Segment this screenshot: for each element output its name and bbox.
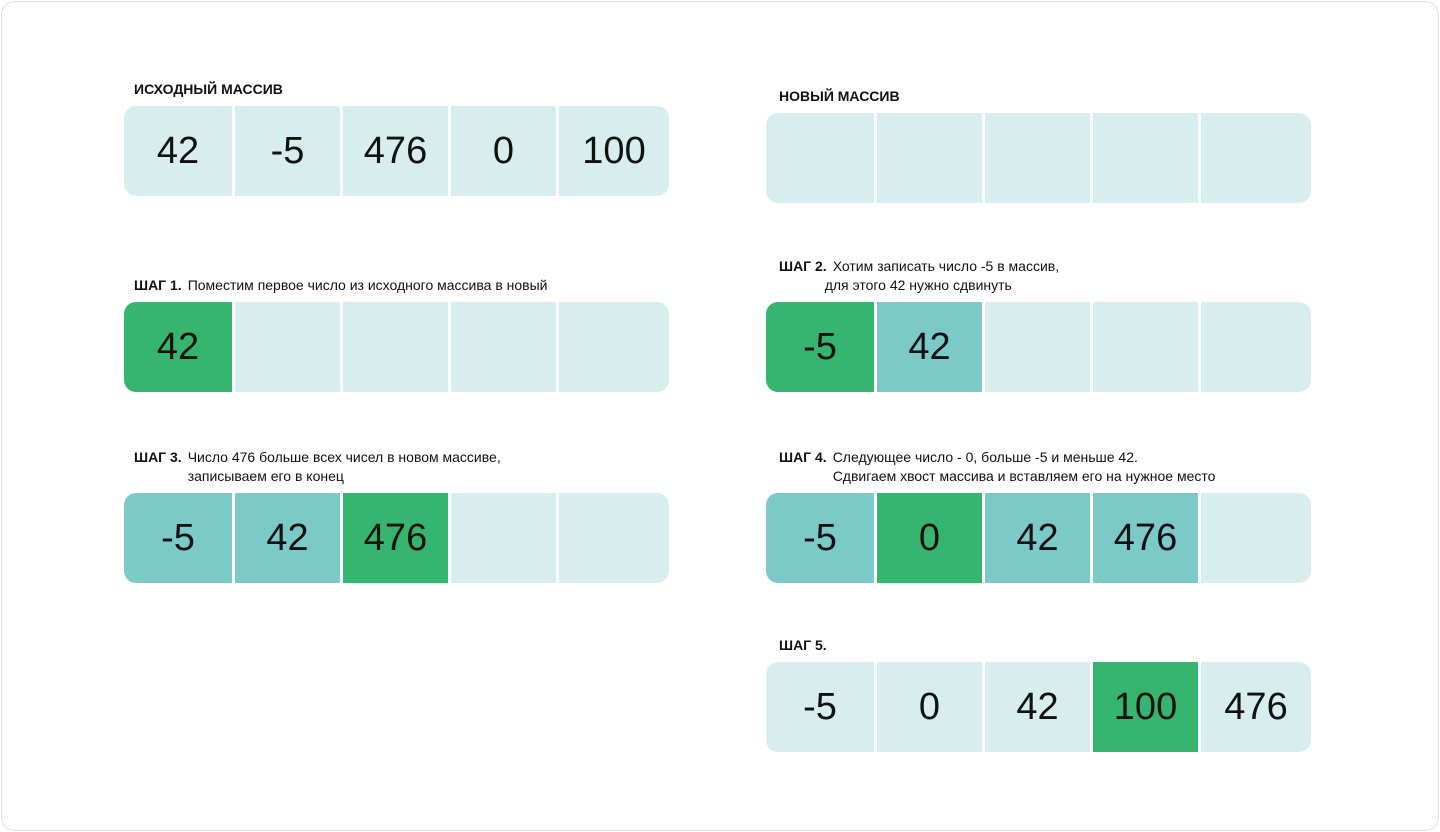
step1-caption: ШАГ 1. Поместим первое число из исходног… xyxy=(134,276,548,295)
step2-line: Хотим записать число -5 в массив, xyxy=(832,258,1060,274)
array-cell: 476 xyxy=(1201,662,1311,752)
array-cell xyxy=(559,302,669,392)
array-cell: -5 xyxy=(766,493,874,583)
array-cell xyxy=(1201,302,1311,392)
array-cell xyxy=(451,493,556,583)
array-cell: 42 xyxy=(124,302,232,392)
step3-line: Число 476 больше всех чисел в новом масс… xyxy=(187,449,501,465)
array-cell xyxy=(343,302,448,392)
target-array-title: НОВЫЙ МАССИВ xyxy=(779,88,900,104)
array-cell: 42 xyxy=(124,106,232,196)
array-cell: 476 xyxy=(343,493,448,583)
step5-array: -5 0 42 100 476 xyxy=(766,662,1311,752)
step2-label: ШАГ 2. xyxy=(779,258,827,274)
target-array xyxy=(766,113,1311,203)
step4-line: Сдвигаем хвост массива и вставляем его н… xyxy=(832,468,1216,484)
step1-array: 42 xyxy=(124,302,669,392)
source-array: 42 -5 476 0 100 xyxy=(124,106,669,196)
array-cell xyxy=(559,493,669,583)
step2-line: для этого 42 нужно сдвинуть xyxy=(824,277,1012,293)
step5-label: ШАГ 5. xyxy=(779,637,827,653)
array-cell: 42 xyxy=(877,302,982,392)
array-cell: -5 xyxy=(124,493,232,583)
step4-array: -5 0 42 476 xyxy=(766,493,1311,583)
array-cell: 42 xyxy=(235,493,340,583)
array-cell: 0 xyxy=(451,106,556,196)
array-cell: 0 xyxy=(877,493,982,583)
source-array-title: ИСХОДНЫЙ МАССИВ xyxy=(134,81,283,97)
step4-line: Следующее число - 0, больше -5 и меньше … xyxy=(832,449,1138,465)
array-cell xyxy=(1201,113,1311,203)
array-cell: 100 xyxy=(1093,662,1198,752)
step1-label: ШАГ 1. xyxy=(134,277,182,293)
step3-description: Число 476 больше всех чисел в новом масс… xyxy=(188,448,501,486)
target-array-block: НОВЫЙ МАССИВ xyxy=(779,87,900,106)
array-cell: -5 xyxy=(766,302,874,392)
array-cell: 476 xyxy=(343,106,448,196)
array-cell: 0 xyxy=(877,662,982,752)
array-cell: -5 xyxy=(235,106,340,196)
array-cell: 42 xyxy=(985,493,1090,583)
step3-caption: ШАГ 3. Число 476 больше всех чисел в нов… xyxy=(134,448,501,486)
step2-description: Хотим записать число -5 в массив, для эт… xyxy=(825,257,1060,295)
array-cell xyxy=(985,302,1090,392)
step4-description: Следующее число - 0, больше -5 и меньше … xyxy=(833,448,1216,486)
step3-array: -5 42 476 xyxy=(124,493,669,583)
step3-label: ШАГ 3. xyxy=(134,449,182,465)
array-cell xyxy=(985,113,1090,203)
step3-line: записываем его в конец xyxy=(187,468,344,484)
step1-line: Поместим первое число из исходного масси… xyxy=(187,277,548,293)
step4-label: ШАГ 4. xyxy=(779,449,827,465)
array-cell xyxy=(877,113,982,203)
step2-array: -5 42 xyxy=(766,302,1311,392)
array-cell xyxy=(1201,493,1311,583)
array-cell: 476 xyxy=(1093,493,1198,583)
step4-caption: ШАГ 4. Следующее число - 0, больше -5 и … xyxy=(779,448,1215,486)
array-cell xyxy=(1093,302,1198,392)
step1-description: Поместим первое число из исходного масси… xyxy=(188,276,548,295)
array-cell xyxy=(766,113,874,203)
array-cell: 42 xyxy=(985,662,1090,752)
array-cell xyxy=(1093,113,1198,203)
step5-caption: ШАГ 5. xyxy=(779,636,833,655)
array-cell: -5 xyxy=(766,662,874,752)
step2-caption: ШАГ 2. Хотим записать число -5 в массив,… xyxy=(779,257,1059,295)
array-cell xyxy=(451,302,556,392)
array-cell: 100 xyxy=(559,106,669,196)
source-array-block: ИСХОДНЫЙ МАССИВ xyxy=(134,80,283,99)
array-cell xyxy=(235,302,340,392)
